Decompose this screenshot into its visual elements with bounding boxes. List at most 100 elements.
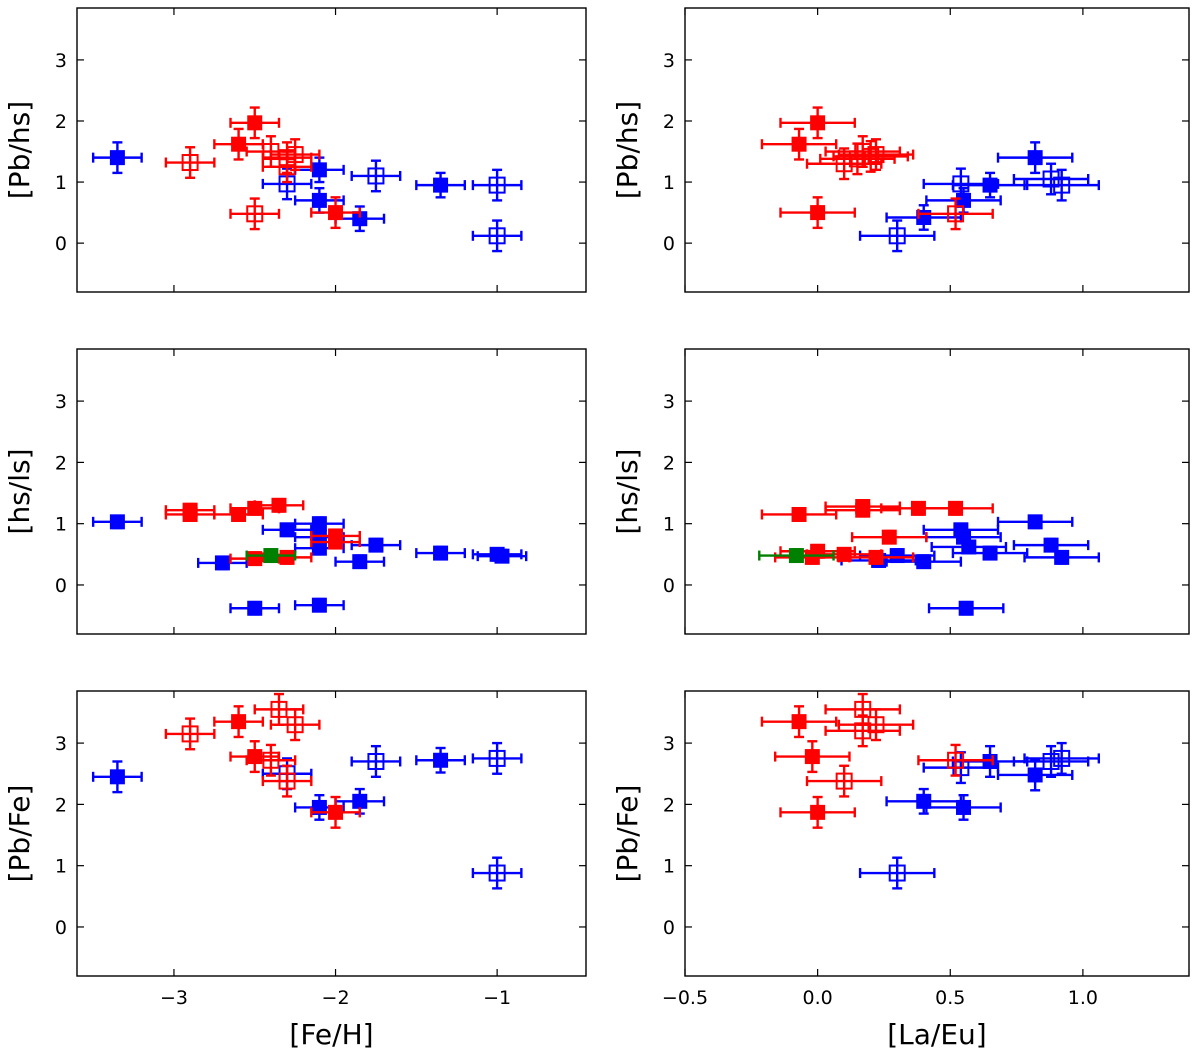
filled-square-marker	[328, 804, 344, 820]
filled-square-marker	[788, 548, 804, 564]
open-square-marker	[488, 864, 506, 882]
data-point-laeu-pbhs-16	[917, 197, 994, 231]
data-point-feh-pbhs-4	[415, 171, 467, 199]
open-square-marker	[848, 150, 866, 168]
data-point-feh-pbhs-9	[229, 106, 281, 140]
open-square-marker	[488, 176, 506, 194]
filled-square-marker	[311, 540, 327, 556]
axes-frame	[76, 690, 587, 977]
open-square-marker	[947, 751, 965, 769]
data-point-feh-hsls-19	[310, 534, 361, 550]
axes-frame	[684, 7, 1190, 293]
filled-square-marker	[868, 549, 884, 565]
data-points	[91, 692, 523, 890]
data-point-laeu-pbfe-3	[925, 793, 1002, 821]
data-point-feh-pbfe-3	[415, 746, 467, 774]
open-square-marker	[278, 158, 296, 176]
data-point-feh-hsls-10	[476, 548, 528, 564]
data-point-feh-hsls-12	[293, 597, 345, 613]
y-axis-label: [Pb/hs]	[611, 101, 644, 199]
data-point-laeu-pbfe-6	[1023, 741, 1101, 775]
data-point-feh-hsls-17	[253, 497, 305, 513]
filled-square-marker	[109, 150, 125, 166]
data-point-feh-pbfe-7	[471, 856, 523, 890]
x-tick-label: −0.5	[662, 987, 708, 1009]
open-square-marker	[367, 752, 385, 770]
y-tick-label: 2	[55, 794, 67, 816]
filled-square-marker	[1027, 767, 1043, 783]
filled-square-marker	[247, 115, 263, 131]
filled-square-marker	[368, 537, 384, 553]
data-point-feh-hsls-5	[350, 537, 402, 553]
filled-square-marker	[214, 555, 230, 571]
data-point-laeu-pbfe-0	[996, 758, 1074, 792]
x-axis-label: [La/Eu]	[887, 1018, 986, 1051]
data-point-laeu-hsls-11	[760, 506, 838, 522]
panel-feh-hsls: 0 1 2 3 [hs/ls]	[3, 348, 587, 635]
data-point-feh-pbhs-7	[471, 168, 523, 202]
open-square-marker	[947, 205, 965, 223]
data-point-laeu-pbfe-14	[917, 743, 994, 777]
data-point-laeu-pbfe-5	[1012, 744, 1090, 779]
filled-square-marker	[791, 714, 807, 730]
panel-laeu-hsls: 0 1 2 3 [hs/ls]	[611, 348, 1190, 635]
y-tick-label: 1	[663, 856, 675, 878]
filled-square-marker	[494, 548, 510, 564]
data-point-feh-hsls-22	[245, 548, 297, 564]
y-tick-label: 2	[663, 794, 675, 816]
open-square-marker	[867, 716, 885, 734]
data-point-laeu-pbfe-12	[837, 708, 915, 742]
open-square-marker	[1053, 176, 1071, 194]
open-square-marker	[888, 864, 906, 882]
open-square-marker	[270, 700, 288, 718]
y-tick-label: 3	[55, 733, 67, 755]
data-point-laeu-pbhs-6	[1023, 168, 1101, 202]
data-point-feh-pbfe-14	[245, 743, 297, 777]
data-point-laeu-hsls-4	[1012, 537, 1090, 553]
x-tick-label: 1.0	[1068, 987, 1098, 1009]
filled-square-marker	[279, 522, 295, 538]
axes-frame	[684, 348, 1190, 635]
open-square-marker	[952, 175, 970, 193]
y-axis-label: [Pb/hs]	[3, 101, 36, 199]
open-square-marker	[181, 725, 199, 743]
filled-square-marker	[328, 534, 344, 550]
data-points	[760, 106, 1101, 253]
y-tick-label: 2	[55, 452, 67, 474]
data-point-feh-pbfe-5	[350, 744, 402, 779]
filled-square-marker	[855, 499, 871, 515]
filled-square-marker	[352, 554, 368, 570]
filled-square-marker	[810, 115, 826, 131]
data-point-laeu-pbhs-5	[1012, 162, 1090, 196]
filled-square-marker	[956, 799, 972, 815]
y-tick-label: 1	[55, 856, 67, 878]
data-point-laeu-pbhs-4	[922, 167, 1000, 201]
filled-square-marker	[791, 136, 807, 152]
y-tick-label: 3	[55, 50, 67, 72]
panel-feh-pbhs: 0 1 2 3 [Pb/hs]	[3, 7, 587, 293]
data-point-feh-pbfe-11	[164, 717, 216, 751]
axes-frame	[76, 7, 587, 293]
data-point-feh-pbfe-10	[310, 795, 361, 829]
x-tick-label: −3	[160, 987, 188, 1009]
filled-square-marker	[1043, 537, 1059, 553]
y-tick-label: 0	[55, 575, 67, 597]
data-point-laeu-pbhs-9	[760, 127, 838, 161]
axes-frame	[76, 348, 587, 635]
data-point-laeu-pbhs-0	[996, 141, 1074, 175]
data-point-feh-pbhs-8	[471, 219, 523, 253]
data-point-feh-pbhs-11	[310, 196, 361, 230]
data-point-feh-pbfe-15	[261, 764, 313, 798]
y-tick-label: 1	[55, 172, 67, 194]
data-point-laeu-hsls-20	[837, 549, 915, 565]
y-tick-label: 3	[663, 733, 675, 755]
data-point-laeu-hsls-21	[758, 548, 835, 564]
filled-square-marker	[982, 545, 998, 561]
filled-square-marker	[311, 597, 327, 613]
data-points	[91, 497, 528, 616]
filled-square-marker	[804, 549, 820, 565]
open-square-marker	[246, 205, 264, 223]
data-point-laeu-pbfe-10	[779, 795, 856, 829]
data-point-laeu-pbhs-7	[858, 219, 936, 253]
